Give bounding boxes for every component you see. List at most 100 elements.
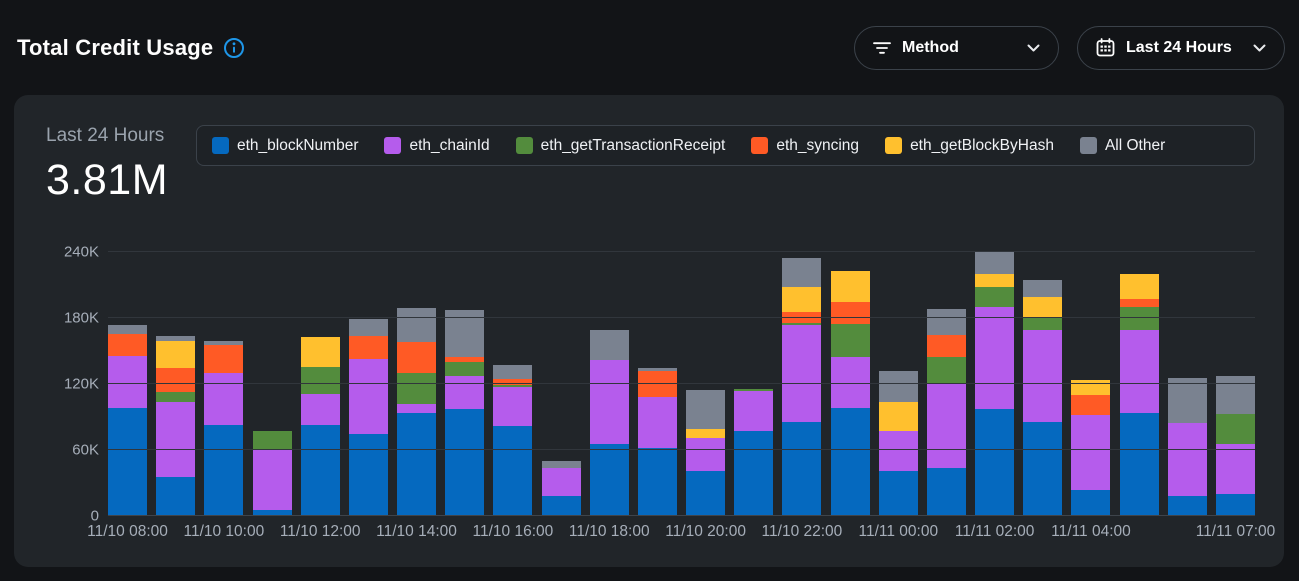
- bar[interactable]: [1023, 279, 1063, 515]
- bar-segment-eth_getTransactionReceipt: [300, 366, 340, 395]
- method-filter-label: Method: [902, 38, 959, 56]
- bar-segment-all_other: [1167, 377, 1207, 423]
- bar[interactable]: [878, 370, 918, 515]
- time-range-dropdown[interactable]: Last 24 Hours: [1077, 25, 1285, 70]
- bar[interactable]: [108, 325, 147, 515]
- bar[interactable]: [686, 389, 726, 515]
- bar-segment-eth_blockNumber: [300, 424, 340, 515]
- method-filter-dropdown[interactable]: Method: [854, 25, 1059, 70]
- bar-segment-eth_chainId: [686, 438, 726, 471]
- bar-segment-eth_getTransactionReceipt: [734, 388, 774, 391]
- bar-segment-eth_getTransactionReceipt: [1023, 318, 1063, 331]
- x-tick-label: 11/10 12:00: [279, 523, 361, 540]
- x-tick-label: 11/10 16:00: [472, 523, 554, 540]
- bar[interactable]: [204, 341, 244, 515]
- bar-segment-eth_syncing: [1119, 299, 1159, 308]
- bar[interactable]: [782, 257, 822, 515]
- info-icon[interactable]: [223, 37, 245, 59]
- bar[interactable]: [493, 364, 533, 515]
- bar-segment-eth_getTransactionReceipt: [156, 391, 196, 402]
- page-title: Total Credit Usage: [17, 34, 214, 60]
- bar[interactable]: [1071, 379, 1111, 515]
- legend-label: eth_getBlockByHash: [910, 136, 1054, 154]
- bar-segment-eth_chainId: [397, 403, 437, 413]
- legend-label: eth_getTransactionReceipt: [540, 136, 726, 154]
- bar-segment-eth_getTransactionReceipt: [975, 287, 1015, 308]
- bar-segment-eth_chainId: [493, 387, 533, 426]
- bar-segment-eth_syncing: [204, 344, 244, 374]
- bar[interactable]: [637, 367, 677, 515]
- bar-segment-eth_blockNumber: [975, 409, 1015, 515]
- bar-segment-eth_getTransactionReceipt: [252, 431, 292, 451]
- bar-segment-all_other: [589, 330, 629, 360]
- bar-segment-eth_blockNumber: [397, 412, 437, 515]
- bar-segment-eth_getBlockByHash: [878, 401, 918, 432]
- x-tick-label: 11/11 02:00: [954, 523, 1035, 540]
- bar-segment-eth_chainId: [1215, 443, 1255, 495]
- bar[interactable]: [589, 330, 629, 515]
- chart: 0 60K 120K 180K 240K: [46, 244, 1255, 525]
- bar[interactable]: [975, 252, 1015, 515]
- x-tick-label: 11/10 20:00: [665, 523, 746, 540]
- bar[interactable]: [1215, 376, 1255, 515]
- legend-item-eth_blockNumber[interactable]: eth_blockNumber: [212, 137, 358, 155]
- y-tick-label: 180K: [63, 309, 99, 327]
- bar-segment-eth_blockNumber: [878, 471, 918, 515]
- bar-segment-eth_getBlockByHash: [975, 274, 1015, 288]
- bar-segment-eth_getTransactionReceipt: [830, 323, 870, 357]
- x-tick-label: 11/11 07:00: [1195, 523, 1276, 540]
- legend-item-all_other[interactable]: All Other: [1079, 137, 1165, 155]
- bar[interactable]: [541, 461, 581, 515]
- bar[interactable]: [734, 388, 774, 515]
- bar-segment-eth_getBlockByHash: [830, 270, 870, 302]
- bar[interactable]: [1119, 274, 1159, 515]
- bar[interactable]: [397, 308, 437, 515]
- bar-segment-all_other: [637, 367, 677, 371]
- stat-block: Last 24 Hours 3.81M: [46, 125, 196, 205]
- bar-segment-eth_syncing: [108, 333, 147, 356]
- bar[interactable]: [252, 431, 292, 515]
- bar-segment-eth_blockNumber: [686, 471, 726, 515]
- bar-segment-eth_getBlockByHash: [156, 341, 196, 368]
- bar[interactable]: [300, 336, 340, 515]
- bar-segment-eth_syncing: [637, 370, 677, 398]
- bar-segment-eth_syncing: [830, 301, 870, 324]
- bar-segment-all_other: [348, 319, 388, 336]
- bar[interactable]: [830, 270, 870, 515]
- bar[interactable]: [348, 319, 388, 515]
- bar-segment-eth_chainId: [1023, 330, 1063, 422]
- legend-item-eth_getTransactionReceipt[interactable]: eth_getTransactionReceipt: [515, 136, 726, 155]
- bar-segment-eth_blockNumber: [541, 496, 581, 515]
- bar[interactable]: [1167, 377, 1207, 515]
- legend-item-eth_getBlockByHash[interactable]: eth_getBlockByHash: [885, 137, 1054, 155]
- bar-segment-all_other: [686, 389, 726, 430]
- bar-segment-eth_chainId: [637, 397, 677, 448]
- x-tick-label: 11/10 14:00: [376, 523, 457, 540]
- legend-label: eth_chainId: [409, 136, 490, 154]
- bar-segment-eth_blockNumber: [782, 421, 822, 515]
- bar-segment-eth_syncing: [493, 378, 533, 386]
- bar-segment-all_other: [108, 325, 147, 334]
- calendar-icon: [1096, 38, 1115, 57]
- bar[interactable]: [445, 310, 485, 515]
- bar-segment-eth_syncing: [397, 342, 437, 374]
- y-axis: 0 60K 120K 180K 240K: [46, 244, 108, 525]
- bar[interactable]: [926, 309, 966, 515]
- legend-swatch: [885, 137, 903, 154]
- bar-segment-eth_chainId: [348, 358, 388, 434]
- card-top: Last 24 Hours 3.81M eth_blockNumber eth_c…: [46, 125, 1255, 205]
- bar-segment-all_other: [1023, 279, 1063, 298]
- bar-segment-eth_chainId: [445, 376, 485, 410]
- legend-label: eth_blockNumber: [237, 136, 359, 154]
- bar-segment-eth_chainId: [734, 390, 774, 432]
- legend-item-eth_chainId[interactable]: eth_chainId: [384, 136, 490, 155]
- legend-item-eth_syncing[interactable]: eth_syncing: [751, 137, 859, 155]
- bar[interactable]: [156, 336, 196, 515]
- bar-segment-eth_getBlockByHash: [782, 287, 822, 312]
- chevron-down-icon: [1253, 44, 1266, 52]
- gridline: [108, 251, 1255, 252]
- bar-segment-all_other: [493, 364, 533, 379]
- bar-segment-eth_blockNumber: [1023, 421, 1063, 515]
- bar-segment-eth_chainId: [830, 356, 870, 409]
- bar-segment-all_other: [397, 308, 437, 343]
